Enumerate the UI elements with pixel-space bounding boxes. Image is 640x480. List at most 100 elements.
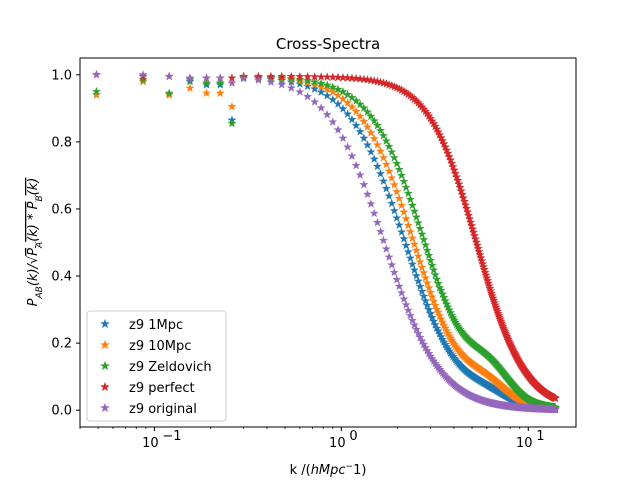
data-point [384,141,394,151]
y-tick-label: 1.0 [51,68,72,83]
data-point [401,214,411,223]
data-point [409,265,419,275]
data-point [430,300,440,310]
data-point [164,88,174,98]
legend-marker [100,339,110,350]
data-point [375,168,386,178]
data-point [227,118,237,128]
data-point [295,71,305,81]
data-point [461,200,471,209]
chart-title: Cross-Spectra [276,35,380,53]
data-point [355,170,365,179]
data-point [422,300,432,310]
data-point [389,267,399,277]
data-point [459,196,470,206]
data-point [419,234,429,244]
data-point [424,283,434,292]
data-point [449,165,459,175]
data-point [405,194,415,204]
data-point [405,227,415,236]
data-point [185,73,195,83]
data-point [333,99,343,108]
axes: 10 −1 10 0 10 10.00.20.40.60.81.0 [51,68,544,451]
data-point [316,87,326,97]
data-point [413,328,423,338]
data-point [450,168,461,178]
data-point [366,147,376,156]
data-point [394,164,404,174]
data-point [347,151,357,161]
data-point [343,73,353,82]
data-point [215,73,225,83]
data-point [409,239,419,249]
data-point [444,151,454,161]
data-point [322,90,332,100]
data-point [295,79,305,88]
data-point [378,176,389,186]
data-point [413,251,423,261]
data-point [453,175,463,185]
data-point [362,140,373,149]
data-point [277,79,287,89]
data-point [456,186,466,195]
data-point [415,257,425,266]
data-point [422,245,432,255]
data-point [362,189,373,199]
data-point [310,79,320,89]
data-point [433,278,443,288]
y-tick-label: 0.8 [51,135,72,150]
legend-label: z9 Zeldovich [129,360,212,375]
data-point [227,101,237,111]
x-tick-label: 10 [329,436,346,451]
data-point [394,193,404,203]
x-tick-label-exponent: −1 [162,429,181,444]
data-point [381,136,391,145]
legend-marker [100,381,110,392]
data-point [438,289,448,298]
data-points [91,69,561,414]
data-point [201,78,212,88]
data-point [417,286,427,296]
data-point [403,305,413,315]
data-point [424,304,434,314]
data-point [355,111,365,121]
data-point [333,72,343,82]
data-point [420,273,431,282]
x-tick-label-exponent: 1 [536,429,544,444]
data-point [403,188,413,198]
data-point [347,92,357,102]
data-point [409,320,419,329]
data-point [430,320,440,329]
data-point [369,116,379,125]
data-point [436,285,446,295]
data-point [389,180,399,189]
data-point [91,69,102,79]
data-point [389,153,399,162]
data-point [138,69,148,79]
data-point [343,142,353,151]
data-point [392,158,402,168]
data-point [372,140,383,149]
data-point [347,114,357,124]
data-point [366,127,376,137]
data-point [266,77,276,87]
data-point [392,186,402,196]
x-tick-label: 10 [142,436,159,451]
data-point [411,270,421,280]
data-point [185,83,195,93]
data-point [138,74,148,84]
data-point [420,240,431,250]
data-point [328,117,338,126]
data-point [378,130,389,140]
data-point [328,82,338,92]
data-point [387,260,397,269]
data-point [405,253,415,263]
data-point [355,99,365,109]
legend-box [86,310,227,422]
data-point [394,220,404,230]
data-point [338,72,348,82]
legend-label: z9 10Mpc [129,339,191,354]
data-point [419,339,429,349]
data-point [384,166,394,176]
data-point [369,133,379,143]
